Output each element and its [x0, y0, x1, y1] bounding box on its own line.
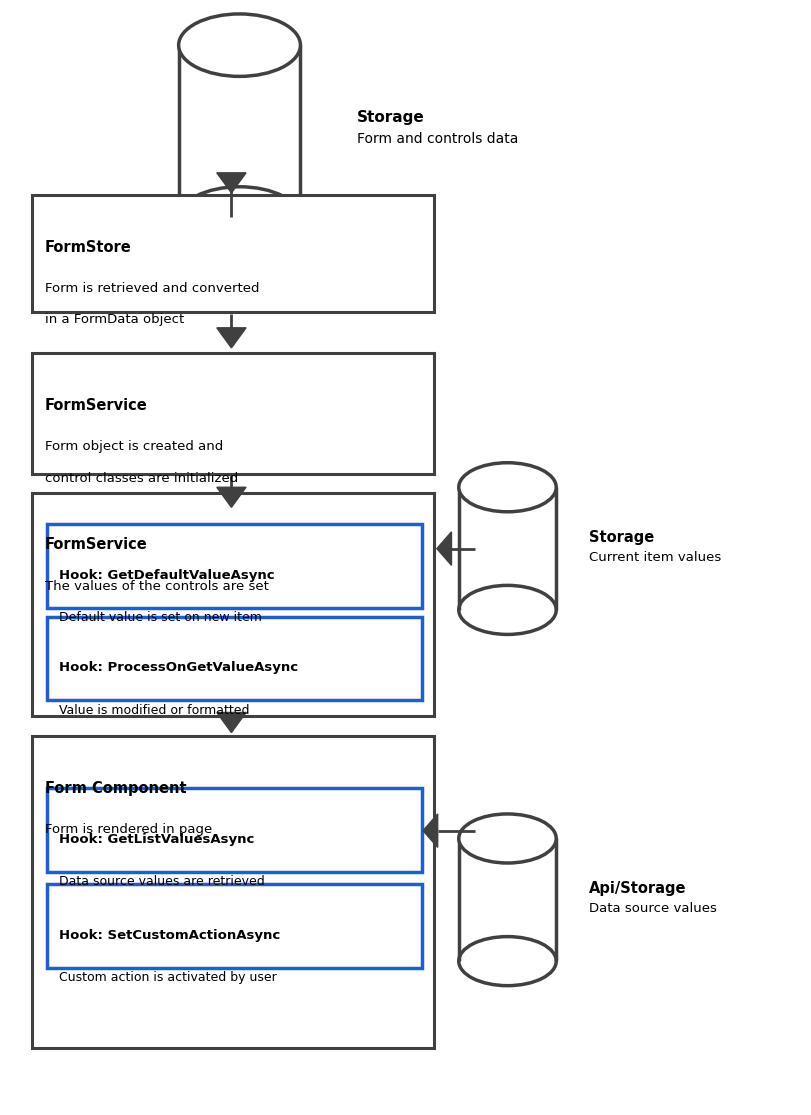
- Polygon shape: [217, 173, 246, 193]
- Text: Value is modified or formatted: Value is modified or formatted: [59, 704, 250, 717]
- Ellipse shape: [458, 463, 556, 512]
- Text: Form Component: Form Component: [45, 780, 186, 795]
- Text: Default value is set on new item: Default value is set on new item: [59, 611, 262, 624]
- Ellipse shape: [458, 814, 556, 863]
- Polygon shape: [436, 532, 451, 565]
- Text: Hook: GetDefaultValueAsync: Hook: GetDefaultValueAsync: [59, 569, 275, 582]
- Ellipse shape: [458, 937, 556, 986]
- FancyBboxPatch shape: [47, 524, 422, 608]
- FancyBboxPatch shape: [458, 838, 556, 961]
- Polygon shape: [217, 328, 246, 348]
- Text: Hook: ProcessOnGetValueAsync: Hook: ProcessOnGetValueAsync: [59, 661, 298, 675]
- Text: Hook: GetListValuesAsync: Hook: GetListValuesAsync: [59, 833, 255, 846]
- Text: Custom action is activated by user: Custom action is activated by user: [59, 971, 277, 985]
- Text: Hook: SetCustomActionAsync: Hook: SetCustomActionAsync: [59, 929, 280, 942]
- Polygon shape: [217, 712, 246, 733]
- Text: Form is rendered in page: Form is rendered in page: [45, 823, 212, 836]
- FancyBboxPatch shape: [47, 617, 422, 700]
- FancyBboxPatch shape: [32, 493, 434, 716]
- Text: Storage: Storage: [357, 109, 424, 125]
- Text: Current item values: Current item values: [588, 551, 720, 564]
- Text: Data source values are retrieved: Data source values are retrieved: [59, 875, 264, 889]
- Text: Storage: Storage: [588, 530, 653, 545]
- FancyBboxPatch shape: [47, 788, 422, 872]
- Text: FormService: FormService: [45, 537, 148, 552]
- Text: control classes are initialized: control classes are initialized: [45, 472, 238, 485]
- FancyBboxPatch shape: [47, 884, 422, 968]
- Text: Form object is created and: Form object is created and: [45, 440, 223, 454]
- Text: in a FormData object: in a FormData object: [45, 313, 183, 327]
- Text: Form and controls data: Form and controls data: [357, 133, 518, 146]
- Text: FormStore: FormStore: [45, 240, 131, 254]
- Text: The values of the controls are set: The values of the controls are set: [45, 580, 268, 593]
- FancyBboxPatch shape: [178, 45, 300, 219]
- Text: Api/Storage: Api/Storage: [588, 881, 685, 896]
- FancyBboxPatch shape: [32, 353, 434, 474]
- Polygon shape: [423, 814, 437, 847]
- Text: Form is retrieved and converted: Form is retrieved and converted: [45, 282, 259, 295]
- Ellipse shape: [178, 186, 300, 250]
- Text: Data source values: Data source values: [588, 902, 715, 915]
- Polygon shape: [217, 487, 246, 507]
- FancyBboxPatch shape: [32, 736, 434, 1048]
- Text: FormService: FormService: [45, 398, 148, 413]
- FancyBboxPatch shape: [458, 487, 556, 610]
- Ellipse shape: [458, 585, 556, 634]
- FancyBboxPatch shape: [32, 195, 434, 312]
- Ellipse shape: [178, 13, 300, 76]
